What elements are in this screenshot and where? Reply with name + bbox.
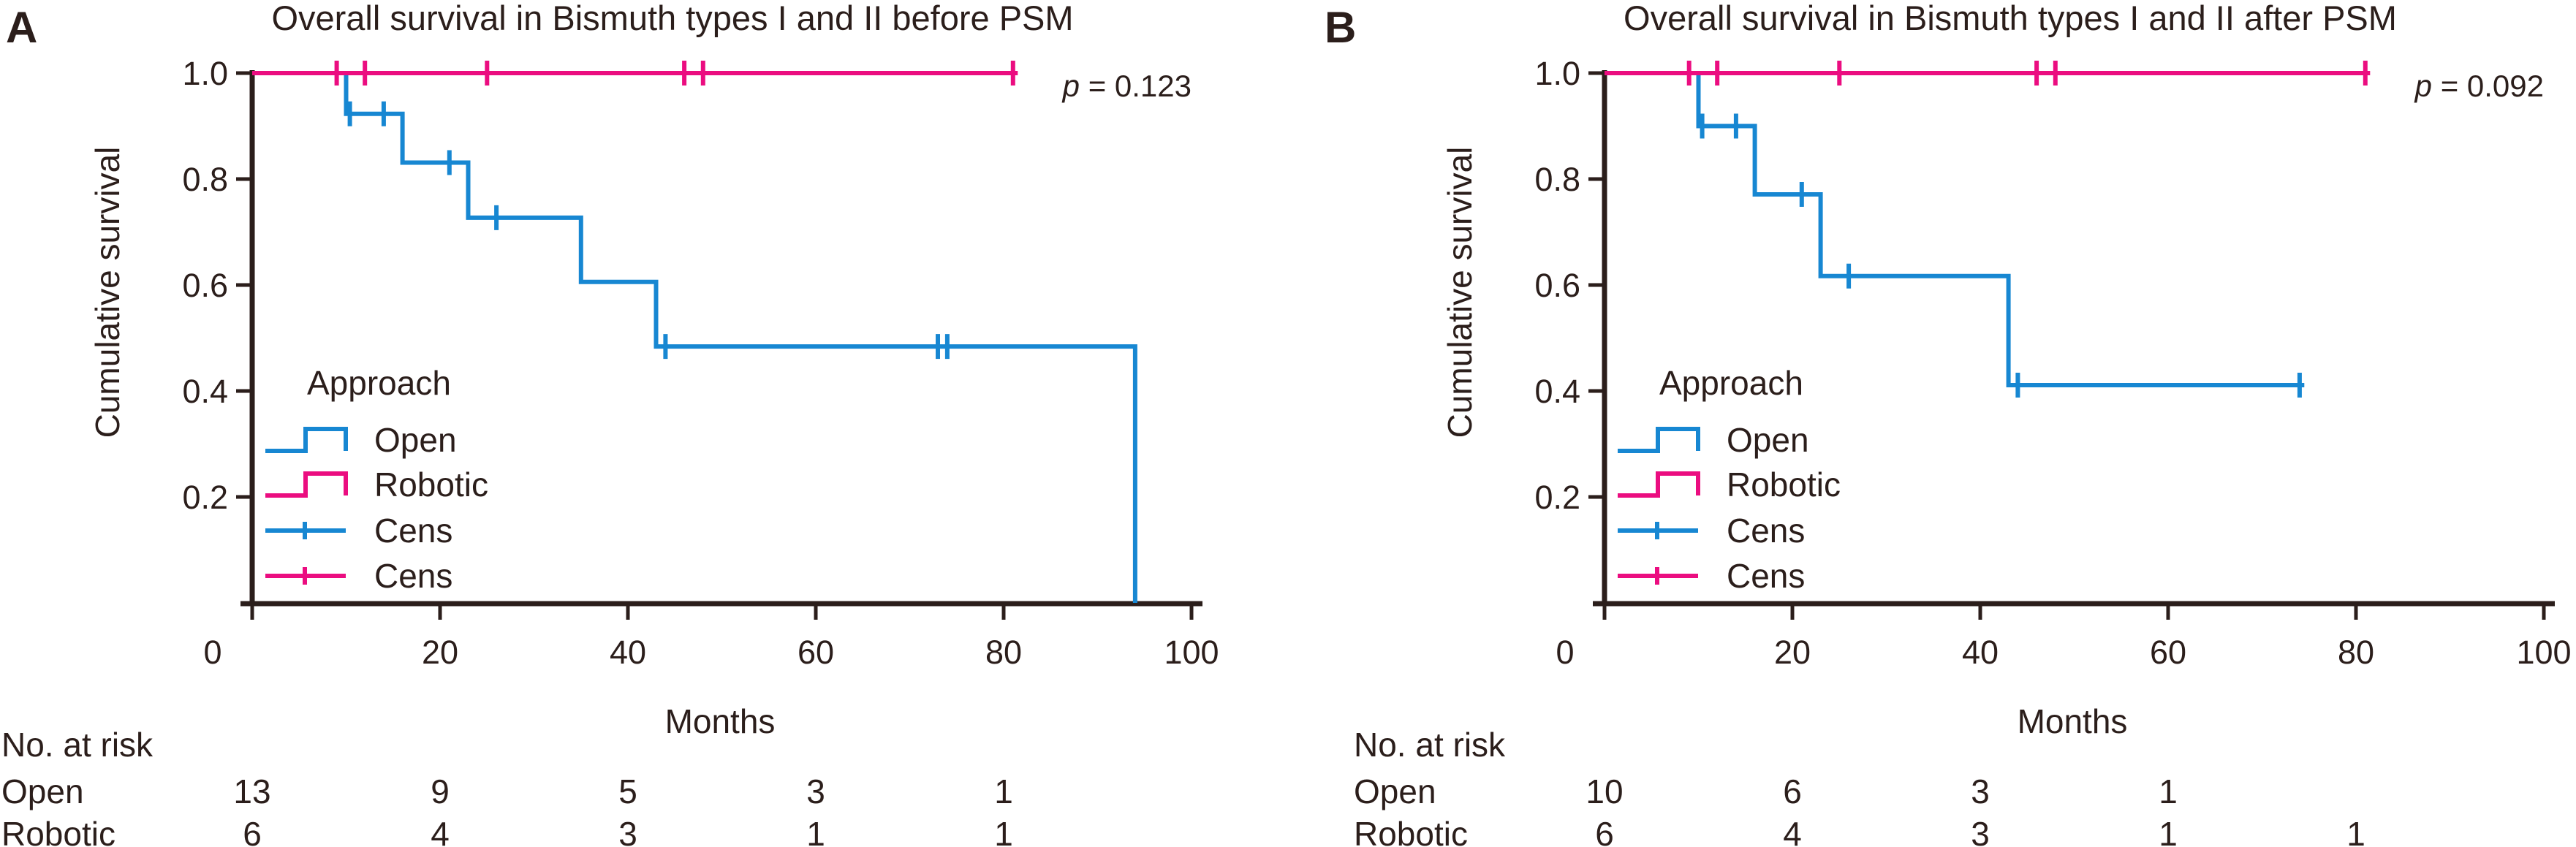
- risk-row-label: Open: [1, 772, 84, 810]
- legend-censor-sample-robotic: [265, 567, 346, 585]
- legend: Approach Open Robotic Cens Cens: [265, 364, 488, 595]
- y-tick-label: 0.4: [182, 373, 228, 410]
- panel-title: Overall survival in Bismuth types I and …: [1624, 0, 2397, 37]
- legend: Approach Open Robotic Cens Cens: [1618, 364, 1841, 595]
- panel-b: B Overall survival in Bismuth types I and…: [1325, 0, 2572, 847]
- x-tick-label: 80: [2338, 634, 2374, 671]
- curve-open: [252, 71, 1137, 603]
- x-tick-label: 20: [422, 634, 458, 671]
- risk-table: No. at risk Open 10 6 3 1 Robotic 6 4 3 1 1: [1354, 726, 2365, 847]
- panel-a: A Overall survival in Bismuth types I and…: [1, 0, 1219, 847]
- x-tick-label: 60: [2150, 634, 2186, 671]
- y-tick-label: 0.8: [182, 161, 228, 198]
- legend-title: Approach: [1659, 364, 1803, 402]
- risk-value: 3: [1971, 815, 1990, 847]
- x-tick-label: 100: [1164, 634, 1219, 671]
- legend-step-sample-open: [1618, 427, 1700, 453]
- risk-row-label: Robotic: [1354, 815, 1468, 847]
- y-tick-label: 0.8: [1534, 161, 1580, 198]
- x-tick-label: 100: [2516, 634, 2571, 671]
- risk-table: No. at risk Open 13 9 5 3 1 Robotic 6 4 3 1 1: [1, 726, 1013, 847]
- legend-item-label: Cens: [374, 512, 452, 550]
- x-axis-title: Months: [665, 702, 776, 740]
- legend-item-label: Open: [1727, 421, 1809, 459]
- risk-value: 1: [2346, 815, 2365, 847]
- legend-item-label: Cens: [1727, 557, 1805, 595]
- legend-item-label: Open: [374, 421, 457, 459]
- x-tick-label: 40: [610, 634, 646, 671]
- curve-open: [1605, 71, 2305, 387]
- risk-value: 6: [1595, 815, 1614, 847]
- risk-value: 3: [618, 815, 637, 847]
- y-tick-label: 0.4: [1534, 373, 1580, 410]
- legend-censor-sample-open: [265, 522, 346, 539]
- x-tick-label: 0: [203, 634, 221, 671]
- y-tick-label: 0.2: [1534, 479, 1580, 516]
- legend-item-label: Cens: [374, 557, 452, 595]
- p-value-label: p = 0.123: [1061, 69, 1192, 103]
- x-tick-label: 20: [1774, 634, 1811, 671]
- risk-value: 3: [806, 772, 825, 810]
- y-tick-label: 1.0: [1534, 55, 1580, 92]
- risk-value: 4: [1783, 815, 1802, 847]
- risk-value: 6: [1783, 772, 1802, 810]
- legend-item-label: Robotic: [1727, 466, 1841, 504]
- y-tick-label: 0.6: [182, 267, 228, 304]
- risk-table-header: No. at risk: [1, 726, 154, 764]
- risk-row-label: Robotic: [1, 815, 115, 847]
- risk-value: 6: [243, 815, 262, 847]
- legend-step-sample-open: [265, 427, 348, 453]
- legend-censor-sample-robotic: [1618, 567, 1698, 585]
- risk-value: 9: [431, 772, 450, 810]
- legend-censor-sample-open: [1618, 522, 1698, 539]
- x-tick-label: 0: [1556, 634, 1574, 671]
- panel-label: A: [6, 3, 37, 52]
- legend-step-sample-robotic: [265, 471, 348, 498]
- risk-value: 5: [618, 772, 637, 810]
- x-tick-label: 80: [985, 634, 1022, 671]
- risk-value: 13: [233, 772, 270, 810]
- risk-value: 1: [806, 815, 825, 847]
- risk-value: 1: [2159, 815, 2178, 847]
- p-value-label: p = 0.092: [2414, 69, 2544, 103]
- risk-value: 1: [994, 815, 1013, 847]
- risk-row-label: Open: [1354, 772, 1436, 810]
- y-tick-label: 1.0: [182, 55, 228, 92]
- y-axis-title: Cumulative survival: [1441, 147, 1479, 438]
- legend-item-label: Cens: [1727, 512, 1805, 550]
- y-tick-label: 0.6: [1534, 267, 1580, 304]
- risk-value: 10: [1586, 772, 1623, 810]
- risk-value: 3: [1971, 772, 1990, 810]
- y-tick-label: 0.2: [182, 479, 228, 516]
- legend-step-sample-robotic: [1618, 471, 1700, 498]
- risk-value: 4: [431, 815, 450, 847]
- y-axis-title: Cumulative survival: [88, 147, 126, 438]
- risk-table-header: No. at risk: [1354, 726, 1506, 764]
- legend-title: Approach: [307, 364, 451, 402]
- risk-value: 1: [994, 772, 1013, 810]
- x-tick-label: 40: [1962, 634, 1999, 671]
- x-axis-title: Months: [2018, 702, 2128, 740]
- panel-label: B: [1325, 3, 1356, 52]
- panel-title: Overall survival in Bismuth types I and …: [271, 0, 1073, 37]
- risk-value: 1: [2159, 772, 2178, 810]
- x-tick-label: 60: [798, 634, 834, 671]
- legend-item-label: Robotic: [374, 466, 488, 504]
